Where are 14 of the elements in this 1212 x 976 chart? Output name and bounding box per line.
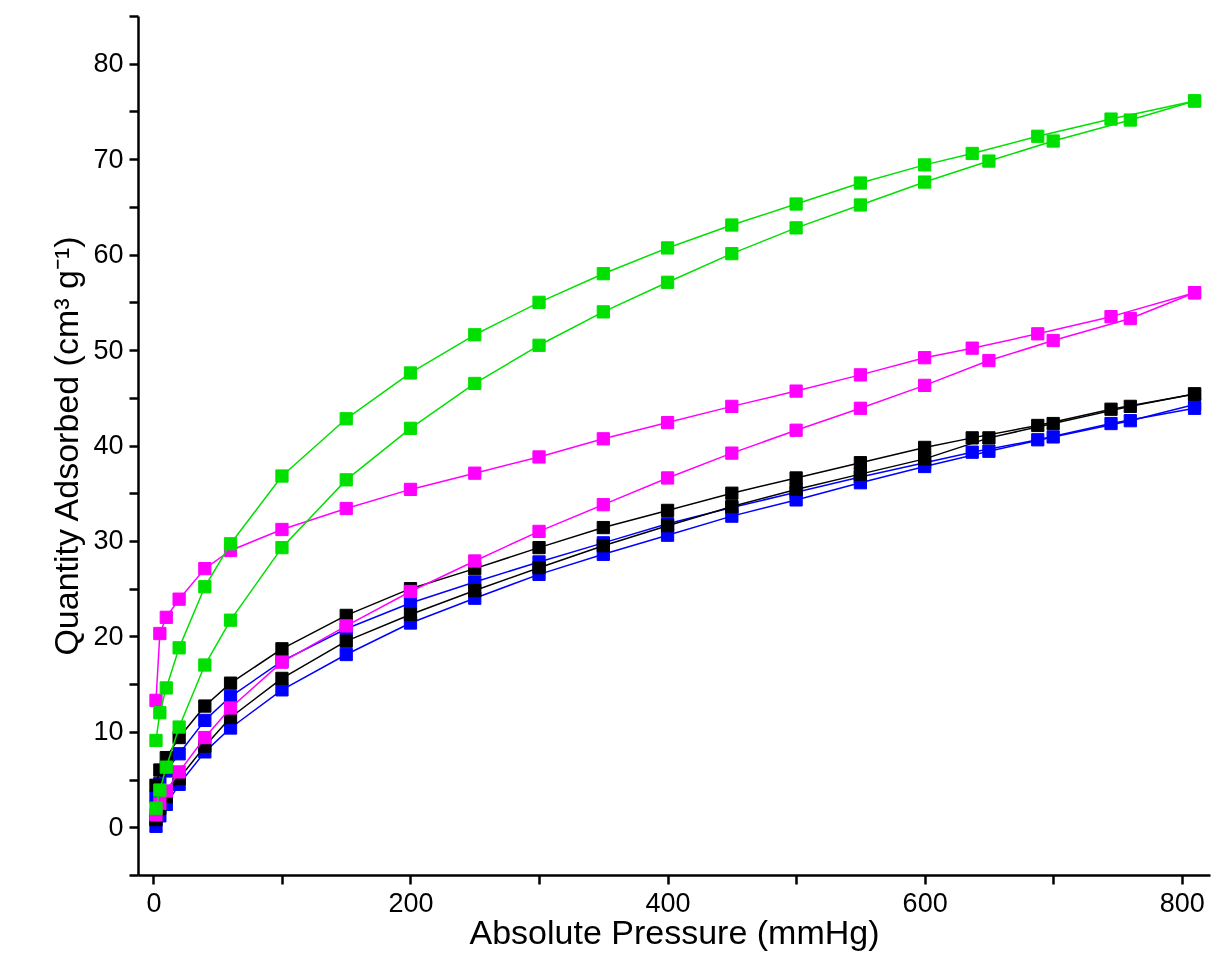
x-tick-label: 600: [902, 887, 948, 918]
y-tick-label: 50: [93, 334, 124, 365]
x-tick-label: 200: [388, 887, 434, 918]
y-tick-label: 60: [93, 239, 124, 270]
y-tick-label: 80: [93, 48, 124, 79]
y-tick-label: 40: [93, 430, 124, 460]
x-tick-label: 800: [1159, 887, 1205, 918]
y-tick-label: 20: [93, 620, 124, 651]
y-tick-label: 10: [93, 716, 124, 747]
y-tick-label: 30: [93, 525, 124, 556]
x-tick-label: 0: [146, 887, 162, 918]
y-tick-label: 70: [93, 143, 124, 174]
y-axis-title: Quantity Adsorbed (cm³ g⁻¹): [47, 236, 86, 656]
y-tick-label: 0: [108, 811, 124, 842]
